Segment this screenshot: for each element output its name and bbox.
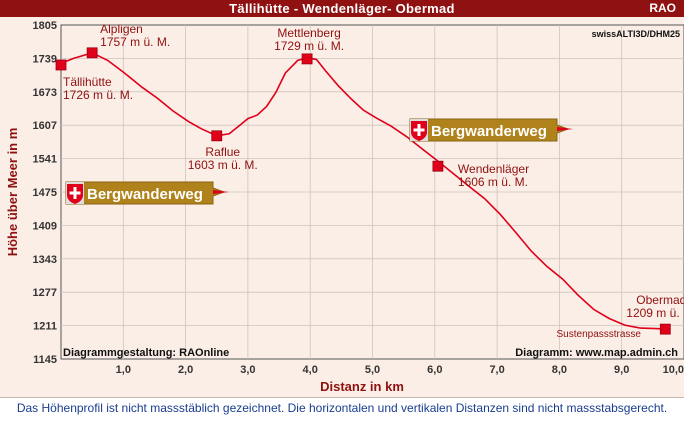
y-tick-label: 1607 — [33, 120, 57, 132]
x-tick-label: 4,0 — [303, 364, 318, 376]
waypoint-name: Tällihütte — [63, 75, 112, 89]
waypoint-name: Alpligen — [100, 22, 143, 36]
y-tick-label: 1673 — [33, 87, 57, 99]
y-tick-label: 1541 — [33, 154, 57, 166]
waypoint-elevation: 1729 m ü. M. — [274, 39, 344, 53]
waypoint-elevation: 1606 m ü. M. — [458, 175, 528, 189]
waypoint-marker — [432, 160, 444, 172]
x-axis-ticks: 1,0 2,0 3,0 4,0 5,0 6,0 7,0 8,0 9,0 10,0 — [116, 364, 684, 376]
y-axis-ticks: 1805 1739 1673 1607 1541 1475 1409 1343 1277 1211… — [33, 20, 57, 366]
sign-text-1: Bergwanderweg — [431, 123, 547, 140]
waypoint-marker — [55, 59, 67, 71]
x-tick-label: 6,0 — [427, 364, 442, 376]
x-tick-label: 8,0 — [552, 364, 567, 376]
swiss-cross-icon — [67, 184, 83, 204]
swiss-cross-icon — [411, 121, 427, 141]
elevation-profile-chart: 1805 1739 1673 1607 1541 1475 1409 1343 1277 1211… — [5, 20, 684, 394]
x-tick-label: 2,0 — [178, 364, 193, 376]
footer-note: Das Höhenprofil ist nicht massstäblich g… — [16, 401, 668, 415]
x-tick-label: 3,0 — [240, 364, 255, 376]
grid — [61, 25, 684, 359]
credit-left: Diagrammgestaltung: RAOnline — [63, 347, 229, 359]
waypoint-marker — [86, 47, 98, 59]
x-axis-label: Distanz in km — [320, 379, 404, 394]
y-tick-label: 1739 — [33, 53, 57, 65]
waypoint-name: Obermad — [636, 293, 684, 307]
brand-label: RAO — [649, 1, 676, 15]
waypoint-marker — [211, 130, 223, 142]
waypoint-elevation: 1603 m ü. M. — [188, 158, 258, 172]
source-label: swissALTI3D/DHM25 — [592, 29, 680, 39]
waypoint-elevation: 1726 m ü. M. — [63, 88, 133, 102]
waypoint-name: Mettlenberg — [277, 26, 340, 40]
hiking-sign-1: Bergwanderweg — [409, 118, 573, 142]
y-tick-label: 1409 — [33, 220, 57, 232]
sign-text-2: Bergwanderweg — [87, 186, 203, 203]
x-tick-label: 7,0 — [489, 364, 504, 376]
waypoint-marker — [301, 53, 313, 65]
credit-right: Diagramm: www.map.admin.ch — [515, 347, 678, 359]
y-tick-label: 1277 — [33, 287, 57, 299]
footer: Das Höhenprofil ist nicht massstäblich g… — [0, 397, 684, 422]
waypoint-name: Raflue — [205, 145, 240, 159]
y-tick-label: 1475 — [33, 187, 57, 199]
y-tick-label: 1145 — [33, 354, 57, 366]
chart-title: Tällihütte - Wendenläger- Obermad — [229, 1, 455, 16]
x-tick-label: 5,0 — [365, 364, 380, 376]
hiking-sign-2: Bergwanderweg — [65, 181, 229, 205]
waypoint-name: Wendenläger — [458, 162, 529, 176]
x-tick-label: 10,0 — [663, 364, 684, 376]
y-tick-label: 1805 — [33, 20, 57, 32]
y-tick-label: 1343 — [33, 254, 57, 266]
y-axis-label: Höhe über Meer in m — [5, 128, 20, 257]
title-bar — [0, 0, 684, 17]
x-tick-label: 1,0 — [116, 364, 131, 376]
waypoint-elevation: 1757 m ü. M. — [100, 35, 170, 49]
y-tick-label: 1211 — [33, 321, 57, 333]
x-tick-label: 9,0 — [614, 364, 629, 376]
road-label: Sustenpassstrasse — [557, 329, 642, 340]
elevation-line — [60, 51, 666, 330]
waypoint-elevation: 1209 m ü. M. — [626, 306, 684, 320]
waypoint-marker — [659, 323, 671, 335]
